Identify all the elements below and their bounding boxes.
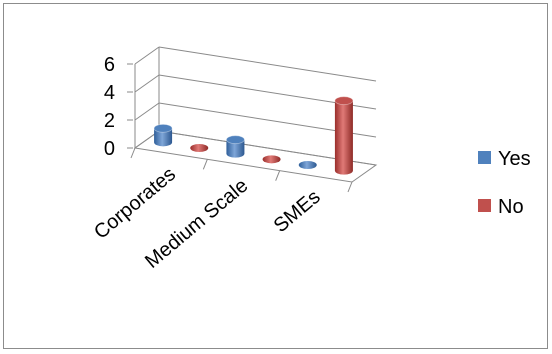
bar-no-0 (190, 144, 209, 152)
y-axis-ticks: 0 2 4 6 (104, 54, 133, 160)
bar-top (153, 123, 173, 133)
bar-yes-0 (153, 123, 173, 147)
x-tick-mark (202, 159, 208, 170)
bar-zero (190, 144, 209, 152)
bar-yes-2 (298, 161, 317, 169)
bar-zero (298, 161, 317, 169)
bar-top (226, 135, 245, 145)
legend-label-no: No (498, 196, 524, 218)
y-tick-label: 2 (104, 110, 115, 132)
gridline-side (134, 74, 160, 93)
legend-label-yes: Yes (498, 148, 531, 170)
gridline-side (134, 102, 160, 121)
legend-swatch-no (478, 199, 491, 212)
bar-yes-1 (226, 135, 245, 158)
x-tick-label: SMEs (270, 186, 325, 237)
axes (130, 47, 378, 193)
bar-no-1 (262, 155, 281, 164)
gridline (158, 46, 377, 82)
chart-frame (3, 3, 548, 349)
bar-body (334, 100, 353, 175)
legend-swatch-yes (478, 151, 491, 164)
bar-body (226, 139, 245, 158)
bar-no-2 (334, 96, 354, 175)
bar-zero (262, 155, 281, 164)
bars (153, 96, 354, 175)
bar-body (154, 128, 173, 147)
x-tick-mark (130, 147, 136, 159)
legend: Yes No (478, 148, 531, 218)
y-tick-label: 0 (104, 138, 115, 160)
y-tick-label: 6 (104, 54, 115, 76)
x-tick-mark (275, 170, 281, 181)
y-tick-label: 4 (104, 82, 115, 104)
x-tick-mark (347, 181, 353, 193)
x-tick-label: Corporates (90, 163, 180, 243)
gridline-side (134, 46, 160, 65)
bar-top (334, 96, 354, 106)
